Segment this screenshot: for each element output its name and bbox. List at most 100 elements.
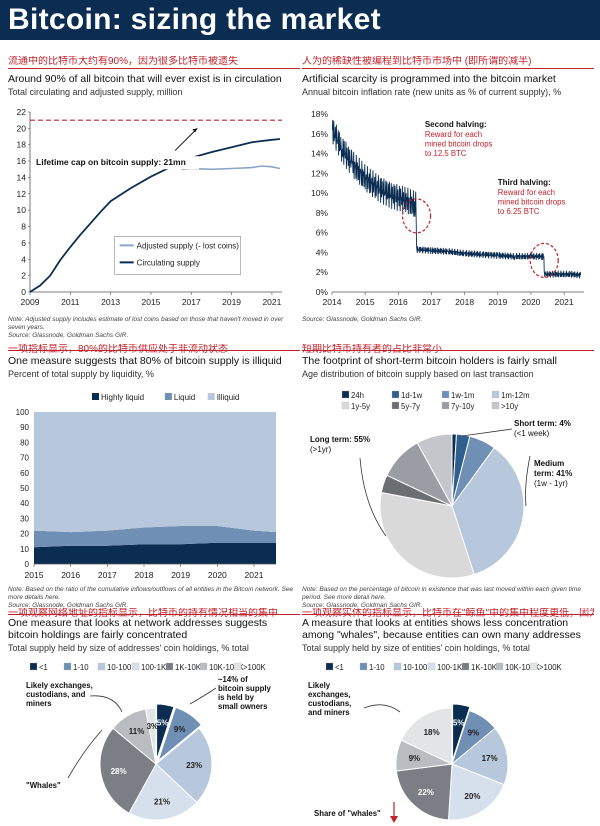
- halving-circle-3: [529, 242, 559, 278]
- chart-liquidity: 0 10 20 30 40 50 60 70 80 90 100 2015 2016 2017 2018 20…: [16, 393, 276, 580]
- legend-swatch: [393, 662, 402, 671]
- small-owners-annotation: bitcoin supply: [218, 684, 272, 693]
- pie-slice-1y5y: [379, 491, 475, 579]
- pie-slice-1k10k: [99, 727, 157, 814]
- x-tick-label: 2017: [422, 297, 441, 307]
- legend-swatch: [63, 662, 72, 671]
- panel-age: 短期比特币持有者的占比非常小 The footprint of short-te…: [302, 344, 594, 380]
- x-tick-label: 2021: [555, 297, 574, 307]
- legend-label: Adjusted supply (- lost coins): [137, 241, 240, 250]
- legend-label: 10K-100K: [209, 663, 244, 672]
- cn-strike: [8, 350, 300, 351]
- legend-swatch: [97, 662, 106, 671]
- legend-swatch: [29, 662, 38, 671]
- small-owners-annotation: is held by: [218, 693, 255, 702]
- panel-subtitle: Age distribution of bitcoin supply based…: [302, 369, 534, 379]
- panel-cn-title: 短期比特币持有者的占比非常小: [302, 344, 442, 355]
- legend-swatch: [199, 662, 208, 671]
- y-tick-label: 0: [25, 560, 30, 569]
- legend-swatch: [427, 662, 436, 671]
- legend-swatch: [341, 390, 350, 399]
- y-tick-label: 90: [20, 423, 29, 432]
- pie-data-label: 3%: [147, 722, 159, 731]
- whales-bracket: [67, 729, 103, 779]
- y-tick-label: 70: [20, 454, 29, 463]
- x-tick-label: 2017: [182, 297, 201, 307]
- panel-subtitle: Total supply held by size of entities' c…: [302, 643, 530, 653]
- y-tick-label: 30: [20, 514, 29, 523]
- panel-subtitle: Percent of total supply by liquidity, %: [8, 369, 154, 379]
- pie-slice-1m12m: [451, 447, 525, 576]
- x-tick-label: 2018: [455, 297, 474, 307]
- legend-label: 10K-100K: [505, 663, 540, 672]
- annotation-bg: [34, 156, 200, 170]
- y-tick-label: 50: [20, 484, 29, 493]
- chart-addresses: <1 1-10 10-100 100-1K 1K-10K 10K-100K >100K 5% 9…: [26, 662, 272, 821]
- chart-note: Note: Based on the ratio of the cumulati…: [8, 586, 294, 601]
- y-tick-label: 14: [17, 172, 27, 182]
- y-tick-label: 16%: [311, 129, 328, 139]
- legend-label: 10-100: [107, 663, 132, 672]
- legend-label: Highly liquid: [101, 393, 144, 402]
- inflation-line: [331, 119, 582, 279]
- pie-slice-10100: [155, 727, 213, 804]
- whales-annotation: "Whales": [26, 781, 61, 790]
- panel-supply: 流通中的比特币大约有90%，因为很多比特币被遗失 Around 90% of a…: [8, 56, 300, 98]
- halving-3-text: Reward for each: [498, 188, 555, 197]
- panel-cn-title: 流通中的比特币大约有90%，因为很多比特币被遗失: [8, 56, 239, 67]
- legend-label: 24h: [351, 391, 364, 400]
- medium-term-label: Medium: [534, 459, 564, 468]
- x-tick-label: 2019: [171, 570, 190, 580]
- chart-note: Note: Based on the percentage of bitcoin…: [302, 586, 581, 601]
- y-tick-label: 18: [17, 140, 27, 150]
- pie-data-label: 18%: [424, 728, 440, 737]
- pie-data-label: 28%: [111, 767, 127, 776]
- exchanges-annotation: Likely: [308, 681, 331, 690]
- exchanges-annotation: custodians,: [308, 699, 351, 708]
- legend-label: Liquid: [174, 393, 195, 402]
- y-tick-label: 6%: [316, 228, 329, 238]
- panel-cn-title: 人为的稀缺性被编程到比特币市场中 (即所谓的减半): [302, 56, 532, 67]
- x-tick-label: 2016: [61, 570, 80, 580]
- legend-swatch: [491, 390, 500, 399]
- pie-slice-100k: [144, 707, 157, 765]
- x-tick-label: 2021: [245, 570, 264, 580]
- legend-swatch: [495, 662, 504, 671]
- pie-data-label: 9%: [468, 729, 480, 738]
- chart-supply: 0 2 4 6 8 10 12 14 16 18 20 22 2009 2011 2013 2015 2017 2…: [17, 107, 282, 307]
- panel-liquidity-notes: Note: Based on the ratio of the cumulati…: [8, 586, 300, 610]
- y-tick-label: 22: [17, 107, 27, 117]
- small-owners-annotation: small owners: [218, 702, 268, 711]
- annotation-arrowhead: [192, 128, 198, 133]
- x-tick-label: 2020: [208, 570, 227, 580]
- pie-data-label: 22%: [418, 788, 434, 797]
- long-term-bracket: [359, 457, 387, 537]
- panel-heading-1: One measure that looks at network addres…: [8, 617, 268, 629]
- halving-3-title: Third halving:: [498, 178, 551, 187]
- x-tick-label: 2016: [389, 297, 408, 307]
- y-tick-label: 4%: [316, 247, 329, 257]
- chart-inflation: 0% 2% 4% 6% 8% 10% 12% 14% 16% 18% 2014 2015 2016 201…: [311, 109, 584, 307]
- pie-data-label: 17%: [482, 754, 498, 763]
- y-tick-label: 40: [20, 499, 29, 508]
- legend-label: 100-1K: [141, 663, 167, 672]
- panel-heading: Artificial scarcity is programmed into t…: [302, 73, 556, 85]
- exchanges-bracket: [363, 704, 401, 713]
- x-tick-label: 2019: [488, 297, 507, 307]
- chart-source: Source: Glassnode, Goldman Sachs GIR.: [8, 332, 129, 339]
- legend-swatch: [92, 393, 99, 400]
- legend-label: >100K: [243, 663, 267, 672]
- long-term-label: Long term: 55%: [310, 435, 370, 444]
- legend-swatch: [341, 401, 350, 410]
- legend-swatch: [491, 401, 500, 410]
- y-tick-label: 100: [16, 408, 30, 417]
- exchanges-annotation: exchanges,: [308, 690, 350, 699]
- small-owners-annotation: ~14% of: [218, 675, 248, 684]
- panel-subtitle: Total supply held by size of addresses' …: [8, 643, 249, 653]
- cn-underline: [8, 68, 300, 69]
- pie-slice-1001k: [128, 763, 198, 821]
- legend-label: >10y: [501, 402, 518, 411]
- page-title: Bitcoin: sizing the market: [8, 3, 381, 36]
- y-tick-label: 0: [21, 287, 26, 297]
- panel-cn-title: 一项观察网络地址的指标显示，比特币的持有情况相当的集中: [8, 608, 278, 619]
